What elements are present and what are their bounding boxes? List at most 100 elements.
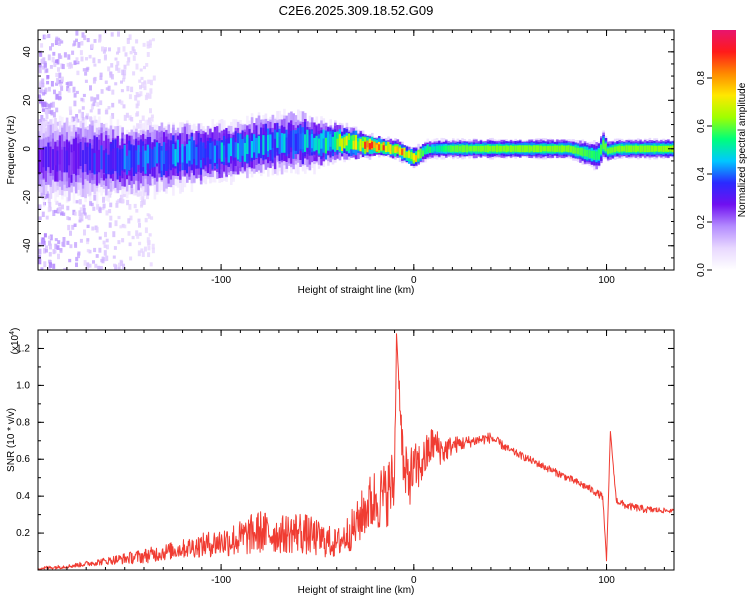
spectrogram-cell [380, 143, 383, 151]
colorbar-tick-label: 0.6 [696, 119, 707, 133]
spectrogram-cell [50, 109, 54, 116]
spectrogram-cell [317, 138, 321, 154]
spectrogram-cell [53, 61, 57, 68]
spectrogram-cell [63, 52, 67, 58]
spectrogram-cell [75, 38, 78, 43]
spectrogram-cell [45, 114, 49, 119]
spectrogram-cell [143, 86, 147, 91]
spectrogram-ytick-label: -20 [22, 190, 33, 205]
spectrogram-cell [301, 132, 305, 150]
spectrogram-cell [69, 244, 73, 249]
spectrogram-cell [86, 262, 90, 269]
spectrogram-cell [482, 146, 485, 152]
spectrogram-cell [315, 135, 319, 151]
spectrogram-cell [77, 253, 80, 259]
spectrogram-cell [449, 145, 453, 153]
spectrogram-cell [551, 146, 554, 152]
spectrogram-cell [445, 145, 448, 152]
spectrogram-cell [428, 146, 432, 153]
spectrogram-cell [102, 196, 105, 203]
spectrogram-cell [138, 79, 142, 83]
spectrogram-cell [44, 248, 48, 253]
spectrogram-cell [505, 145, 508, 153]
spectrogram-cell [267, 134, 270, 152]
spectrogram-cell [59, 248, 63, 252]
spectrogram-cell [98, 39, 101, 43]
spectrogram-cell [123, 69, 127, 76]
spectrogram-cell [135, 230, 139, 237]
spectrogram-cell [82, 68, 86, 72]
spectrogram-cell [322, 138, 326, 153]
spectrogram-cell [94, 263, 98, 268]
spectrogram-cell [92, 77, 96, 84]
spectrogram-cell [542, 146, 545, 152]
spectrogram-cell [137, 93, 141, 98]
spectrogram-cell [90, 96, 94, 102]
spectrogram-cell [57, 207, 61, 213]
spectrogram-cell [368, 143, 372, 150]
spectrogram-cell [151, 247, 155, 254]
spectrogram-cell [129, 256, 133, 261]
spectrogram-cell [41, 239, 44, 245]
spectrogram-xtick-label: -100 [211, 275, 231, 286]
spectrogram-cell [456, 145, 460, 153]
spectrogram-cell [41, 78, 45, 84]
spectrogram-cell [55, 93, 59, 100]
spectrogram-cell [141, 82, 145, 88]
spectrogram-cell [121, 69, 125, 76]
spectrogram-cell [83, 212, 87, 216]
spectrogram-cell [103, 257, 107, 262]
spectrogram-cell [88, 249, 92, 254]
spectrogram-cell [60, 85, 64, 91]
spectrogram-cell [149, 79, 153, 86]
spectrogram-cell [58, 141, 62, 165]
spectrogram-cell [653, 145, 656, 152]
spectrogram-cell [73, 100, 77, 107]
spectrogram-cell [91, 226, 95, 231]
spectrogram-cell [150, 216, 154, 220]
spectrogram-cell [85, 67, 89, 72]
spectrogram-cell [81, 32, 85, 38]
spectrogram-cell [146, 92, 149, 99]
spectrogram-cell [42, 92, 46, 96]
spectrogram-cell [40, 267, 44, 270]
spectrogram-cell [66, 216, 70, 220]
spectrogram-cell [81, 150, 85, 173]
spectrogram-cell [100, 145, 103, 170]
spectrogram-cell [54, 209, 58, 214]
spectrogram-cell [38, 216, 42, 221]
spectrogram-cell [262, 135, 265, 155]
spectrogram-cell [213, 145, 217, 163]
spectrogram-cell [38, 259, 42, 265]
spectrogram-cell [142, 199, 146, 205]
spectrogram-cell [52, 263, 56, 269]
spectrogram-cell [253, 134, 256, 153]
spectrogram-cell [136, 100, 140, 106]
spectrogram-cell [611, 147, 615, 153]
spectrogram-cell [61, 149, 64, 173]
spectrogram-cell [57, 42, 61, 46]
spectrogram-cell [176, 139, 180, 163]
spectrogram-cell [276, 132, 279, 148]
snr-ytick-label: 0.2 [16, 528, 30, 539]
spectrogram-cell [93, 39, 97, 43]
spectrogram-cell [38, 150, 41, 174]
spectrogram-cell [278, 136, 282, 154]
spectrogram-cell [88, 54, 92, 59]
spectrogram-cell [479, 145, 483, 152]
spectrogram-cell [144, 217, 148, 223]
colorbar-tick-label: 0.4 [696, 167, 707, 181]
spectrogram-cell [40, 43, 44, 48]
spectrogram-cell [51, 101, 55, 108]
spectrogram-cell [532, 145, 536, 153]
spectrogram-cell [384, 145, 388, 153]
spectrogram-cell [95, 254, 99, 258]
spectrogram-cell [280, 133, 284, 153]
spectrogram-cell [48, 259, 51, 264]
spectrogram-cell [391, 146, 395, 153]
spectrogram-cell [472, 146, 476, 152]
spectrogram-cell [491, 145, 494, 152]
spectrogram-cell [579, 148, 582, 156]
spectrogram-cell [145, 193, 149, 200]
spectrogram-cell [61, 204, 64, 210]
